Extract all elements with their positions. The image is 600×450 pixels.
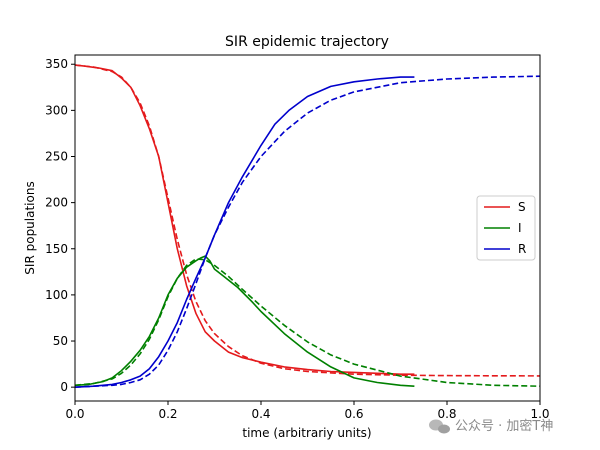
y-axis-label: SIR populations (23, 181, 37, 274)
watermark: 公众号 · 加密T神 (429, 418, 553, 434)
plot-frame (74, 54, 541, 402)
legend-label-r: R (518, 242, 526, 256)
series-line-i-model (74, 258, 541, 387)
y-tick-label: 350 (45, 57, 68, 71)
x-tick-label: 0.2 (158, 407, 177, 421)
chart-title: SIR epidemic trajectory (225, 34, 389, 50)
series-line-r (74, 76, 415, 388)
series-line-s-model (74, 64, 541, 377)
plot-lines (74, 64, 541, 388)
x-tick-label: 0.4 (251, 407, 270, 421)
series-line-r-model (74, 75, 541, 388)
y-tick-label: 50 (53, 334, 68, 348)
y-tick-label: 300 (45, 103, 68, 117)
x-tick-label: 0.8 (437, 407, 456, 421)
y-tick-label: 0 (60, 380, 68, 394)
x-axis: 0.0 0.2 0.4 0.6 0.8 1.0 (65, 401, 550, 421)
legend-label-i: I (518, 221, 522, 235)
y-tick-label: 100 (45, 288, 68, 302)
x-tick-label: 1.0 (530, 407, 549, 421)
watermark-text: 公众号 · 加密T神 (455, 418, 553, 434)
y-tick-label: 250 (45, 149, 68, 163)
y-tick-label: 200 (45, 196, 68, 210)
wechat-icon (429, 419, 450, 434)
x-tick-label: 0.0 (65, 407, 84, 421)
x-axis-label: time (arbitrariy units) (242, 426, 371, 440)
y-tick-label: 150 (45, 242, 68, 256)
series-line-i (74, 255, 415, 387)
legend-label-s: S (518, 200, 526, 214)
x-tick-label: 0.6 (344, 407, 363, 421)
y-axis: 0 50 100 150 200 250 300 350 (45, 57, 75, 394)
legend: SIR (476, 195, 536, 261)
